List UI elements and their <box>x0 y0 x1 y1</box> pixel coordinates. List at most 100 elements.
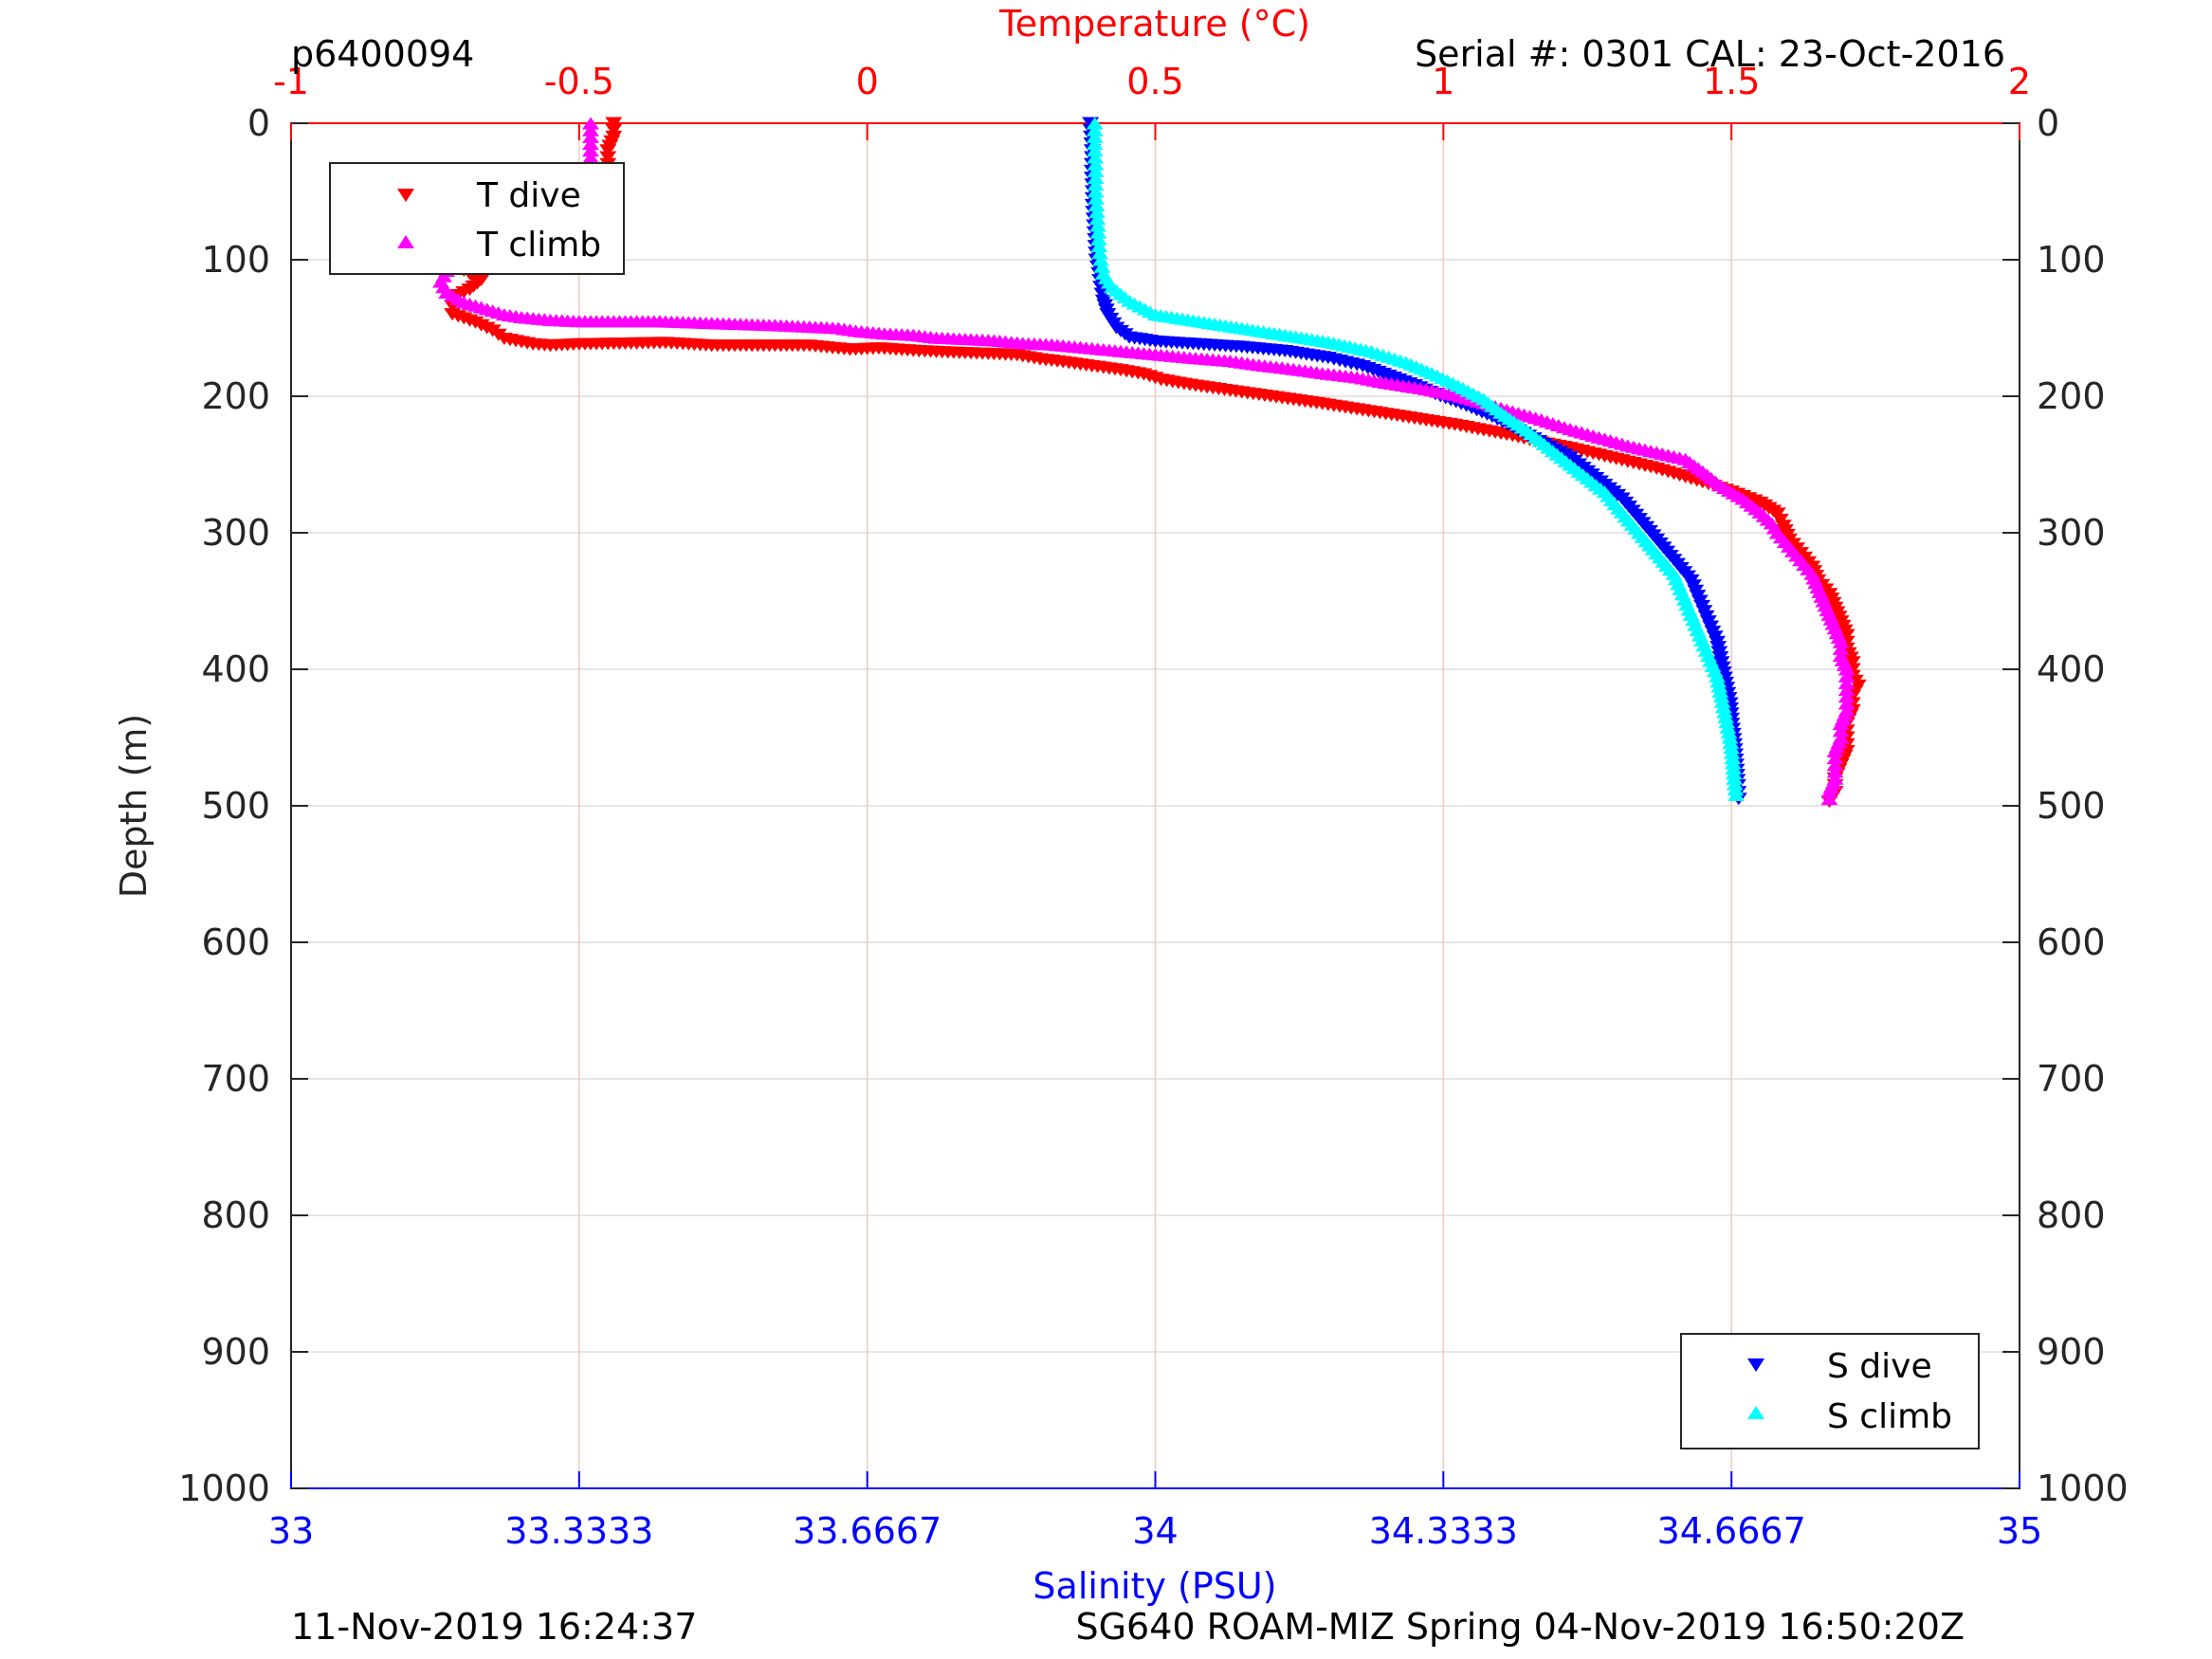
data-point <box>1088 219 1106 232</box>
data-point <box>1709 675 1728 688</box>
data-point <box>1086 117 1104 130</box>
data-point <box>1727 783 1745 796</box>
data-point <box>1820 793 1838 806</box>
data-point <box>1087 157 1105 171</box>
bottom-tick-label: 34.3333 <box>1369 1510 1518 1552</box>
y-tick-label-right: 500 <box>2037 785 2106 827</box>
bottom-axis-title: Salinity (PSU) <box>1033 1565 1276 1607</box>
data-point <box>1837 684 1856 697</box>
data-point <box>1718 716 1736 729</box>
y-tick-label-right: 900 <box>2037 1331 2106 1373</box>
top-tick-label: 1 <box>1432 61 1454 102</box>
data-point <box>1726 777 1744 791</box>
data-point <box>581 137 599 151</box>
data-point <box>1708 669 1726 683</box>
data-point <box>1089 232 1107 246</box>
grid-lines <box>291 123 2020 1488</box>
data-point <box>1726 772 1744 785</box>
data-point <box>1715 705 1733 719</box>
top-tick-label: 0.5 <box>1126 61 1183 102</box>
data-point <box>1837 663 1856 676</box>
y-tick-label-right: 200 <box>2037 375 2106 417</box>
y-tick-label-left: 100 <box>201 239 270 281</box>
data-point <box>581 130 599 143</box>
data-point <box>1092 253 1110 266</box>
data-point <box>605 123 623 137</box>
data-point <box>1728 788 1746 801</box>
data-point <box>581 151 599 164</box>
y-tick-label-right: 600 <box>2037 921 2106 963</box>
legend-t-dive-marker <box>397 189 414 202</box>
y-tick-label-right: 800 <box>2037 1194 2106 1236</box>
legend-temperature: T dive T climb <box>329 162 625 275</box>
y-tick-label-left: 600 <box>201 921 270 963</box>
data-point <box>581 117 599 130</box>
data-point <box>1826 744 1844 757</box>
y-tick-label-right: 400 <box>2037 648 2106 690</box>
y-tick-label-left: 400 <box>201 648 270 690</box>
data-point <box>1087 185 1105 198</box>
data-point <box>1710 680 1728 693</box>
data-point <box>1086 137 1104 151</box>
data-point <box>1837 629 1856 642</box>
y-tick-label-left: 500 <box>201 785 270 827</box>
y-tick-label-left: 1000 <box>178 1468 270 1509</box>
bottom-tick-label: 35 <box>1997 1510 2042 1552</box>
data-point <box>1086 123 1104 137</box>
top-tick-label: 1.5 <box>1703 61 1760 102</box>
data-point <box>1826 765 1844 778</box>
legend-t-climb-label: T climb <box>476 226 601 264</box>
bottom-tick-label: 34 <box>1132 1510 1178 1552</box>
y-tick-label-left: 0 <box>247 102 270 144</box>
data-point <box>1826 752 1844 765</box>
data-point <box>1820 786 1838 799</box>
axis-ticks: 0 0 100 100 200 200 300 300 400 400 500 500 600 600 70… <box>178 61 2128 1552</box>
data-point <box>1088 191 1106 205</box>
y-axis-title: Depth (m) <box>113 714 155 899</box>
y-tick-label-right: 1000 <box>2037 1468 2129 1509</box>
data-series <box>431 117 1867 809</box>
data-point <box>1090 240 1108 253</box>
data-point <box>581 123 599 137</box>
y-tick-label-right: 0 <box>2037 102 2059 144</box>
top-tick-label: 0 <box>856 61 879 102</box>
data-point <box>1713 695 1731 708</box>
data-point <box>1087 172 1105 185</box>
bottom-tick-label: 34.6667 <box>1657 1510 1806 1552</box>
legend-salinity-box <box>1680 1333 1980 1449</box>
footer-timestamp: 11-Nov-2019 16:24:37 <box>291 1606 697 1648</box>
y-tick-label-left: 800 <box>201 1194 270 1236</box>
y-tick-label-left: 300 <box>201 512 270 554</box>
header-id: p6400094 <box>291 33 474 75</box>
data-point <box>1086 144 1104 157</box>
data-point <box>605 117 623 130</box>
data-point <box>1087 151 1105 164</box>
data-point <box>581 144 599 157</box>
legend-t-climb-marker <box>397 235 414 248</box>
data-point <box>1717 710 1735 723</box>
bottom-tick-label: 33.6667 <box>793 1510 941 1552</box>
data-point <box>1088 212 1106 226</box>
data-point <box>1087 178 1105 191</box>
data-point <box>1714 701 1732 714</box>
top-tick-label: -0.5 <box>544 61 614 102</box>
data-point <box>1086 130 1104 143</box>
y-tick-label-right: 300 <box>2037 512 2106 554</box>
data-point <box>1712 690 1730 703</box>
data-point <box>1088 206 1106 219</box>
series-s-climb <box>1086 117 1746 801</box>
y-tick-label-left: 200 <box>201 375 270 417</box>
top-tick-label: -1 <box>273 61 309 102</box>
y-tick-label-right: 700 <box>2037 1058 2106 1100</box>
legend-s-dive-label: S dive <box>1827 1347 1932 1386</box>
data-point <box>1711 684 1729 698</box>
y-tick-label-left: 700 <box>201 1058 270 1100</box>
data-point <box>1837 669 1856 683</box>
data-point <box>1091 246 1109 260</box>
data-point <box>1089 226 1107 239</box>
legend-temperature-box <box>329 162 625 275</box>
data-point <box>1837 690 1856 703</box>
data-point <box>1826 758 1844 772</box>
data-point <box>1087 164 1105 177</box>
data-point <box>1832 724 1850 738</box>
